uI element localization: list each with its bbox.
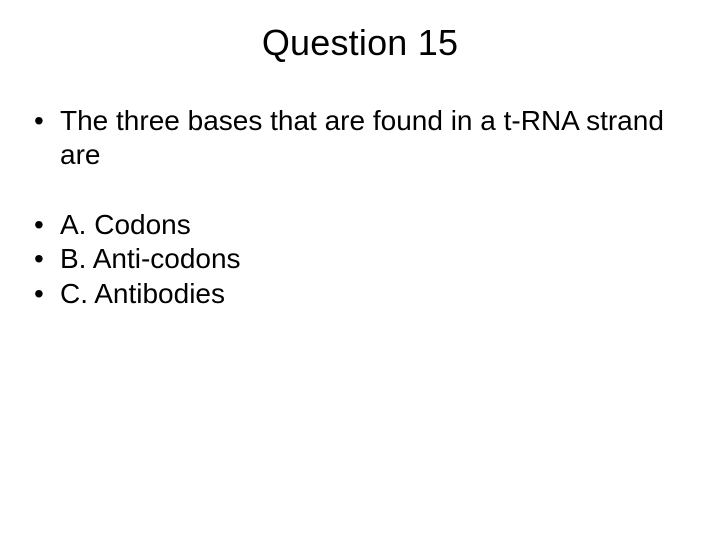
slide-body: The three bases that are found in a t-RN…	[0, 64, 720, 311]
option-a: A. Codons	[20, 208, 700, 242]
slide: Question 15 The three bases that are fou…	[0, 0, 720, 540]
bullet-list: The three bases that are found in a t-RN…	[20, 104, 700, 172]
option-b: B. Anti-codons	[20, 242, 700, 276]
question-text: The three bases that are found in a t-RN…	[20, 104, 700, 172]
spacer	[20, 172, 700, 208]
options-list: A. Codons B. Anti-codons C. Antibodies	[20, 208, 700, 310]
option-c: C. Antibodies	[20, 277, 700, 311]
slide-title: Question 15	[0, 0, 720, 64]
